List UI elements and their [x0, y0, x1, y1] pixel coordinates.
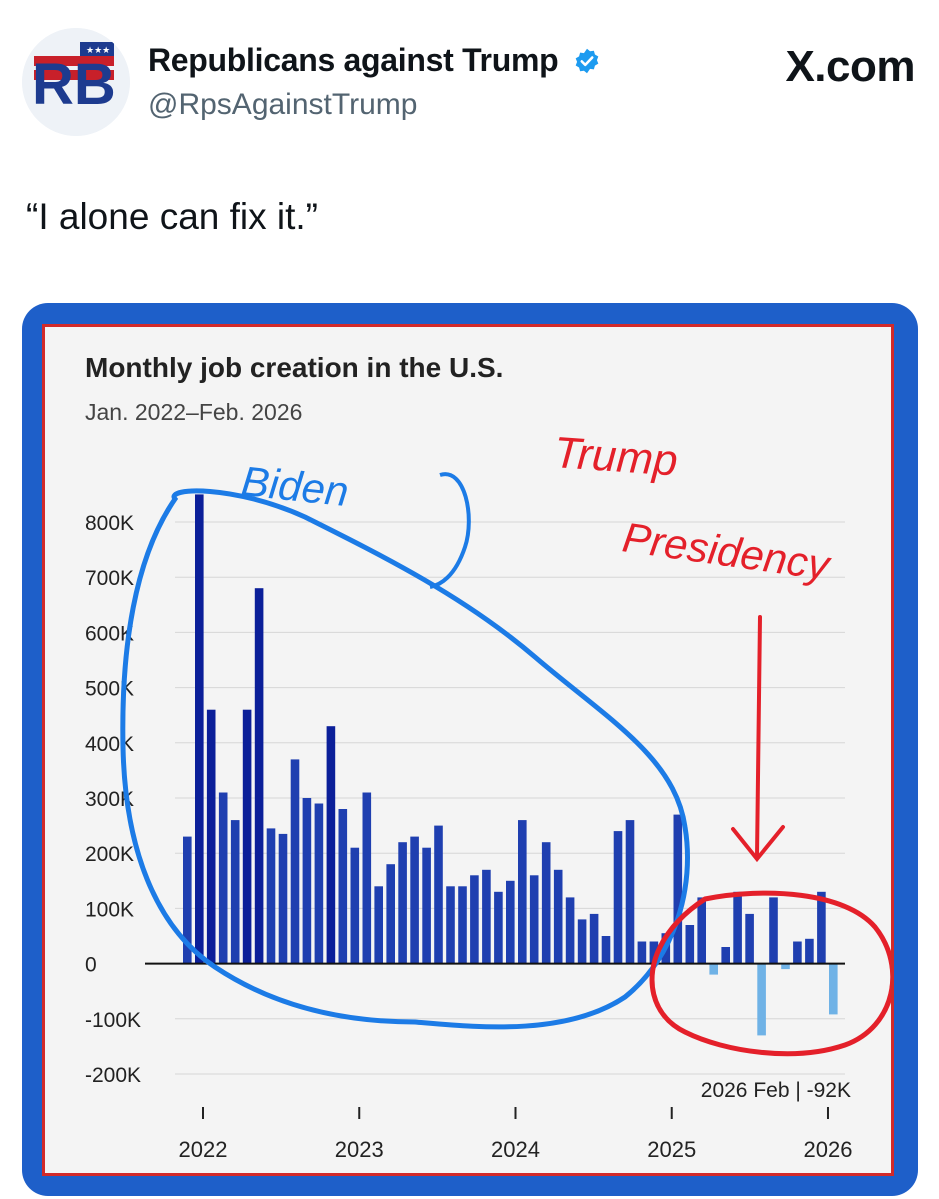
- bar: [757, 963, 766, 1036]
- x-tick-label: 2026: [804, 1137, 853, 1162]
- x-axis: 2022 2023 2024 2025 2026: [179, 1107, 853, 1162]
- bar: [230, 820, 240, 964]
- bar: [793, 941, 802, 964]
- y-tick-label: 600K: [85, 622, 134, 645]
- chart-card: Monthly job creation in the U.S. Jan. 20…: [22, 303, 918, 1196]
- biden-hook-annotation: [429, 472, 471, 589]
- bar: [434, 825, 443, 964]
- biden-circle-annotation: [120, 488, 690, 1030]
- y-tick-label: 500K: [85, 678, 134, 701]
- bar: [338, 809, 348, 964]
- x-tick-label: 2023: [335, 1137, 384, 1162]
- bar: [206, 709, 216, 964]
- avatar[interactable]: ★★★ RB: [22, 28, 130, 136]
- x-tick-label: 2025: [647, 1137, 696, 1162]
- bar: [482, 869, 491, 964]
- bar: [266, 828, 276, 964]
- bar: [637, 941, 647, 964]
- bar: [362, 792, 372, 964]
- bar: [577, 919, 587, 964]
- bar: [446, 886, 455, 964]
- bar: [254, 588, 264, 964]
- trump-circle-annotation: [649, 890, 896, 1057]
- bar: [518, 820, 527, 964]
- y-tick-label: 0: [85, 954, 97, 977]
- bar: [242, 709, 252, 964]
- bar: [613, 831, 623, 964]
- bar: [470, 875, 479, 964]
- y-tick-label: 300K: [85, 788, 134, 811]
- bar: [829, 963, 838, 1015]
- chart-subtitle: Jan. 2022–Feb. 2026: [85, 399, 302, 425]
- chart-frame: Monthly job creation in the U.S. Jan. 20…: [42, 324, 896, 1176]
- bar: [314, 803, 324, 964]
- bar: [326, 726, 336, 964]
- tweet-text: “I alone can fix it.”: [26, 196, 319, 237]
- trump-label-line2: Presidency: [620, 513, 835, 589]
- y-tick-label: 200K: [85, 843, 134, 866]
- y-tick-label: 400K: [85, 733, 134, 756]
- bar: [649, 941, 659, 964]
- bar: [494, 891, 503, 964]
- job-creation-chart: Monthly job creation in the U.S. Jan. 20…: [85, 352, 896, 1162]
- chart-title: Monthly job creation in the U.S.: [85, 352, 503, 383]
- bar: [589, 913, 599, 964]
- y-tick-label: 100K: [85, 898, 134, 921]
- svg-text:★★★: ★★★: [86, 45, 110, 55]
- bar: [817, 891, 826, 964]
- bar: [374, 886, 383, 964]
- bar: [506, 880, 515, 964]
- y-tick-label: -100K: [85, 1009, 141, 1032]
- author-handle[interactable]: @RpsAgainstTrump: [148, 88, 418, 121]
- avatar-logo: ★★★ RB: [22, 28, 130, 136]
- y-tick-label: 700K: [85, 567, 134, 590]
- down-arrow-annotation: [731, 615, 785, 863]
- bar: [410, 836, 419, 964]
- bar: [733, 891, 742, 964]
- x-tick-label: 2022: [179, 1137, 228, 1162]
- author-name-text[interactable]: Republicans against Trump: [148, 42, 559, 78]
- bar: [781, 963, 790, 970]
- bar: [218, 792, 228, 964]
- bar: [697, 897, 706, 964]
- gridlines: [175, 521, 845, 1075]
- bar: [685, 925, 695, 964]
- bar: [805, 938, 814, 964]
- bar: [721, 947, 730, 964]
- bar: [386, 864, 395, 964]
- author-name[interactable]: Republicans against Trump: [148, 42, 601, 79]
- avatar-text: RB: [32, 52, 116, 117]
- verified-badge-icon: [575, 48, 599, 74]
- bar: [350, 847, 360, 964]
- bar: [553, 869, 563, 964]
- y-tick-label: 800K: [85, 512, 134, 535]
- bar: [565, 897, 575, 964]
- bar: [541, 842, 551, 964]
- bar: [458, 886, 467, 964]
- bar: [422, 847, 431, 964]
- brand-label: X.com: [785, 42, 915, 91]
- bar: [302, 798, 312, 964]
- bar: [398, 842, 407, 964]
- bar: [745, 913, 754, 964]
- bar: [625, 820, 635, 964]
- feb-2026-annotation: 2026 Feb | -92K: [701, 1079, 851, 1102]
- bar: [278, 833, 288, 964]
- biden-label: Biden: [239, 457, 351, 515]
- tweet-header: ★★★ RB Republicans against Trump @RpsAga…: [22, 28, 917, 138]
- bar: [709, 963, 718, 975]
- trump-label-line1: Trump: [552, 428, 679, 486]
- bar: [601, 936, 611, 964]
- x-tick-label: 2024: [491, 1137, 540, 1162]
- bar: [673, 814, 683, 964]
- bar: [529, 875, 539, 964]
- bar: [769, 897, 778, 964]
- bar: [290, 759, 300, 964]
- y-tick-label: -200K: [85, 1064, 141, 1087]
- bar: [195, 494, 204, 964]
- bar: [183, 836, 192, 964]
